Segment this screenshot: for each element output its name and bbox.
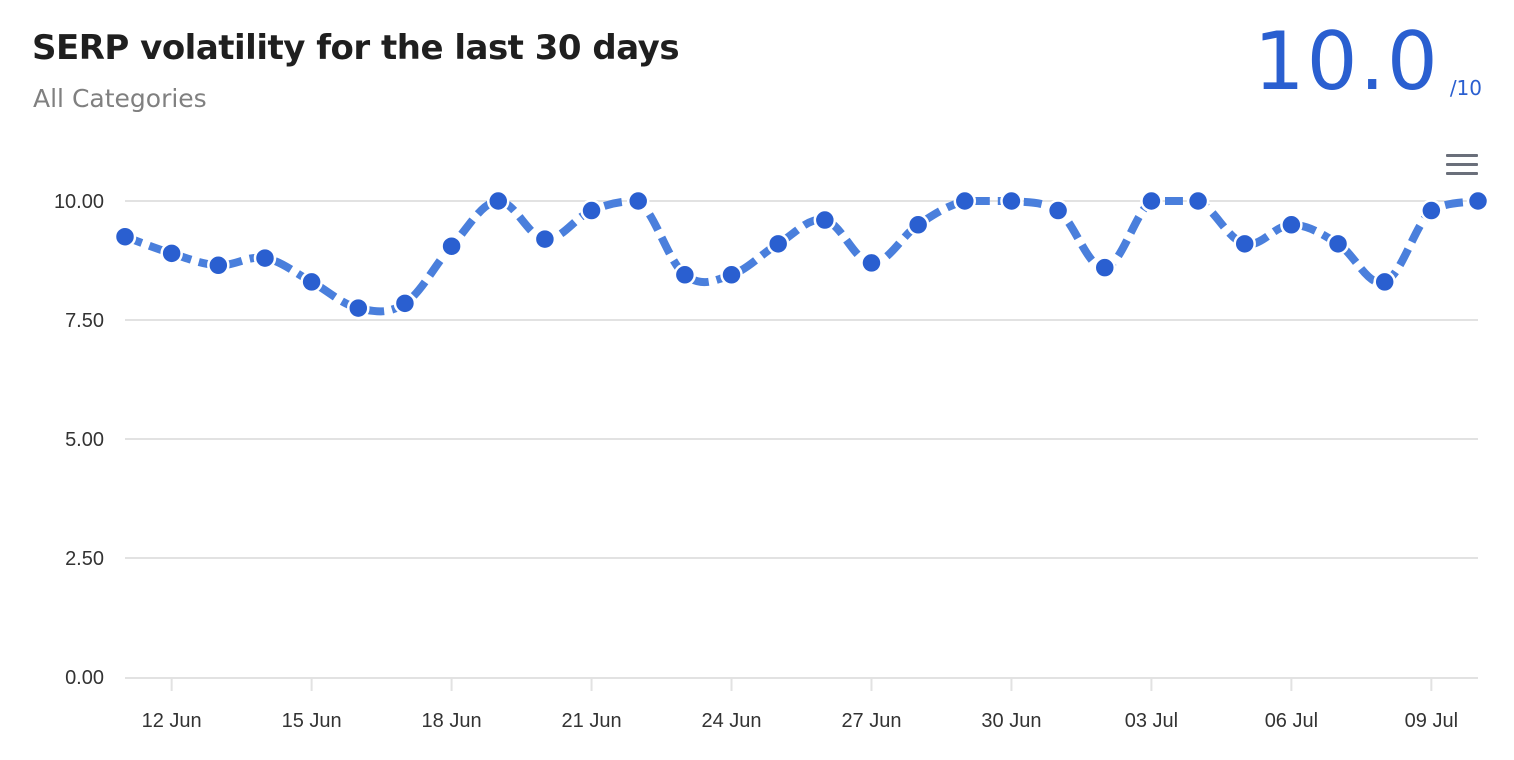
data-point: [1186, 189, 1210, 213]
data-point: [1140, 189, 1163, 213]
x-tick-label: 15 Jun: [282, 710, 342, 732]
chart-subtitle: All Categories: [33, 84, 207, 113]
data-point: [1093, 256, 1117, 279]
data-point: [300, 270, 323, 294]
data-point: [347, 296, 370, 320]
data-point: [906, 213, 930, 237]
data-point: [207, 254, 230, 277]
data-point: [1373, 270, 1396, 294]
data-point: [1280, 213, 1303, 237]
score-display: 10.0 /10: [1254, 22, 1482, 102]
data-point: [486, 189, 510, 213]
x-tick-label: 24 Jun: [701, 710, 761, 732]
y-tick-label: 7.50: [65, 310, 104, 332]
data-point: [720, 263, 743, 287]
data-point: [813, 208, 837, 232]
data-point: [1466, 189, 1490, 213]
data-point: [533, 227, 557, 251]
volatility-series-line: [123, 197, 1479, 316]
y-tick-label: 10.00: [54, 191, 104, 213]
x-tick-label: 30 Jun: [981, 710, 1041, 732]
data-point: [393, 292, 417, 315]
x-tick-label: 09 Jul: [1405, 710, 1458, 732]
data-point: [1233, 232, 1256, 256]
x-tick-label: 06 Jul: [1265, 710, 1318, 732]
data-point: [253, 246, 277, 270]
data-point: [953, 189, 977, 213]
x-tick-label: 12 Jun: [142, 710, 202, 732]
data-point: [1000, 189, 1023, 213]
chart-title: SERP volatility for the last 30 days: [32, 28, 680, 68]
score-value: 10.0: [1253, 15, 1440, 108]
data-point: [860, 251, 883, 275]
data-point: [766, 232, 790, 256]
data-point: [160, 242, 183, 265]
x-tick-label: 18 Jun: [422, 710, 482, 732]
data-point: [673, 263, 697, 287]
x-tick-label: 21 Jun: [562, 710, 622, 732]
x-tick-label: 03 Jul: [1125, 710, 1178, 732]
x-tick-label: 27 Jun: [841, 710, 901, 732]
data-point: [113, 225, 137, 248]
y-tick-label: 2.50: [65, 548, 104, 570]
y-tick-label: 5.00: [65, 429, 104, 451]
data-point: [1420, 199, 1443, 222]
data-point: [1046, 199, 1070, 222]
hamburger-menu-icon[interactable]: [1446, 154, 1478, 176]
data-point: [580, 199, 603, 222]
data-point: [626, 189, 650, 213]
y-tick-label: 0.00: [65, 667, 104, 689]
data-point: [440, 234, 463, 258]
score-max: /10: [1449, 76, 1482, 100]
data-point: [1326, 232, 1350, 256]
